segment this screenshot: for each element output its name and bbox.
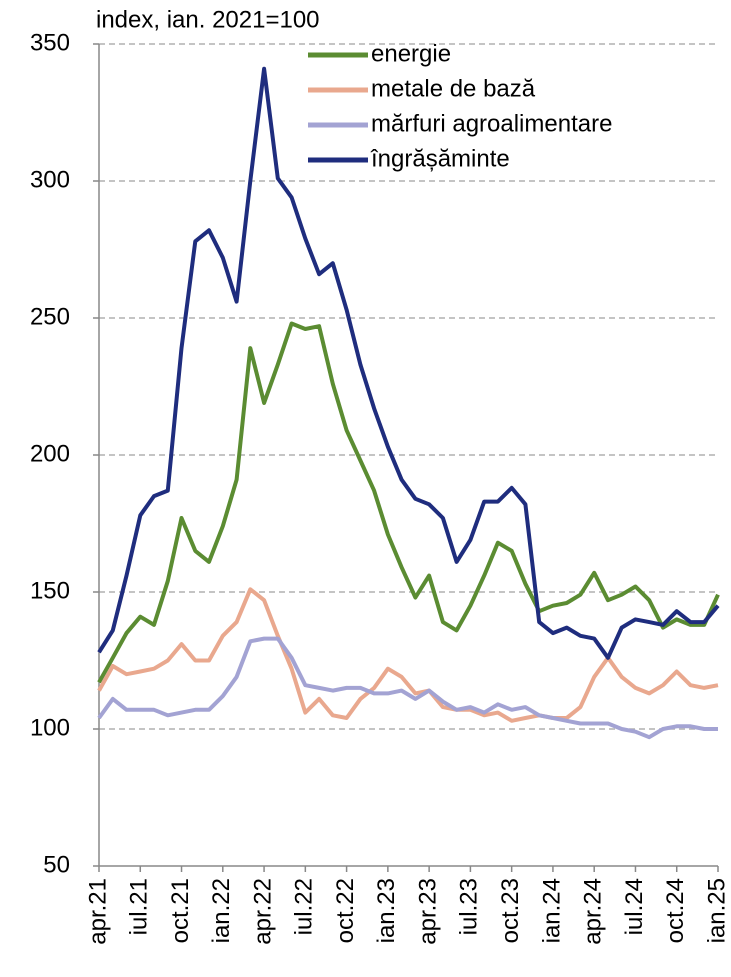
legend-label: îngrășăminte <box>370 145 510 172</box>
series-line <box>97 636 718 740</box>
x-tick-label: ian.22 <box>208 878 235 943</box>
y-tick-label: 350 <box>30 29 70 56</box>
series-line <box>97 66 720 660</box>
series-line <box>97 587 719 723</box>
axis-unit-label: index, ian. 2021=100 <box>96 6 320 33</box>
x-tick-label: apr.21 <box>84 878 111 945</box>
x-tick-label: apr.24 <box>580 878 607 945</box>
x-tick-label: iul.22 <box>291 878 318 935</box>
legend-label: metale de bază <box>371 75 536 102</box>
x-tick-label: oct.21 <box>167 878 194 943</box>
x-tick-label: iul.24 <box>621 878 648 935</box>
legend-label: energie <box>371 40 451 67</box>
x-tick-label: ian.25 <box>703 878 730 943</box>
x-tick-label: iul.23 <box>456 878 483 935</box>
y-tick-label: 150 <box>30 577 70 604</box>
x-tick-label: iul.21 <box>126 878 153 935</box>
x-tick-label: oct.23 <box>497 878 524 943</box>
y-tick-label: 50 <box>43 851 70 878</box>
y-tick-label: 300 <box>30 166 70 193</box>
y-tick-label: 100 <box>30 714 70 741</box>
y-tick-label: 200 <box>30 440 70 467</box>
x-tick-label: ian.24 <box>538 878 565 943</box>
series-line <box>97 321 720 684</box>
y-tick-label: 250 <box>30 303 70 330</box>
x-tick-label: oct.24 <box>662 878 689 943</box>
x-tick-label: oct.22 <box>332 878 359 943</box>
x-tick-label: ian.23 <box>373 878 400 943</box>
x-tick-label: apr.23 <box>414 878 441 945</box>
x-tick-label: apr.22 <box>249 878 276 945</box>
legend-label: mărfuri agroalimentare <box>371 110 612 137</box>
